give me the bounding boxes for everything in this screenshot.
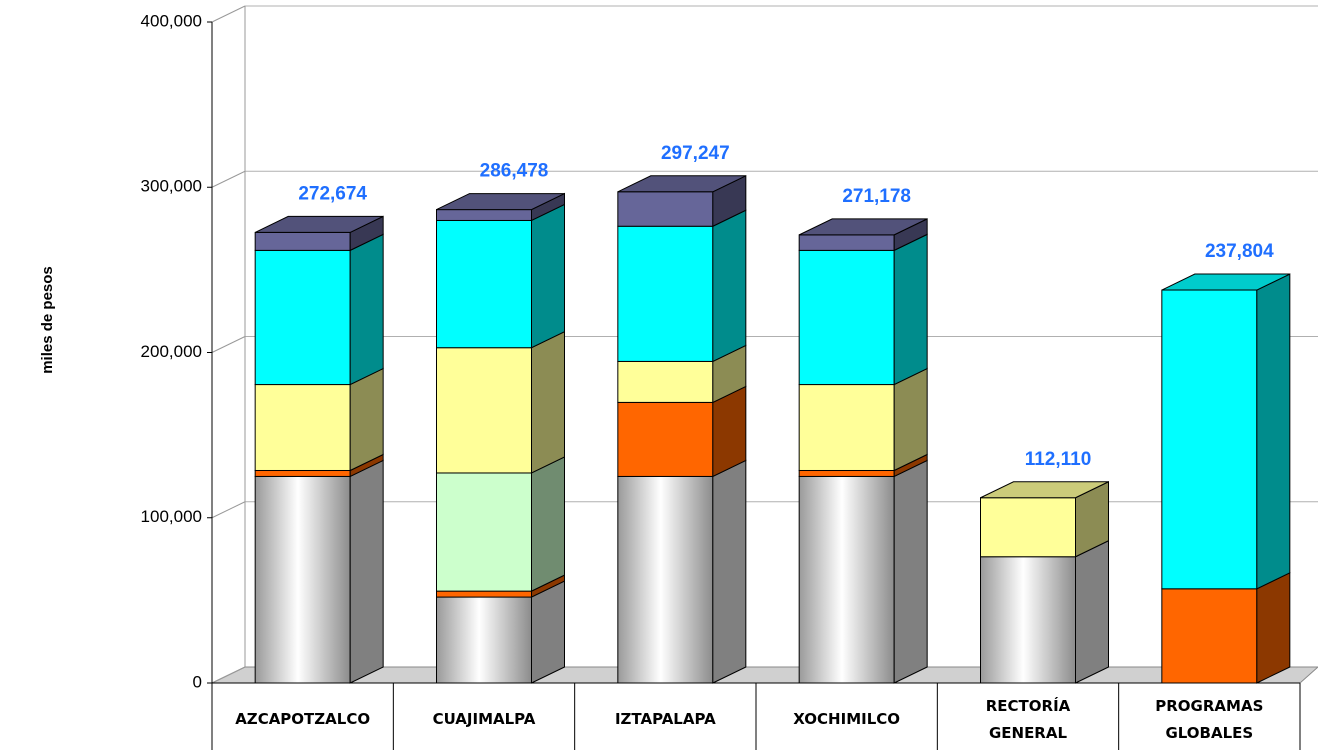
bar-segment [254, 469, 351, 477]
total-label: 297,247 [661, 143, 730, 164]
grid-depth-line [211, 666, 246, 684]
bar-segment [798, 249, 895, 386]
bar-side [531, 580, 565, 684]
bar-segment [980, 497, 1076, 558]
bar-segment [436, 219, 532, 349]
bar-side [349, 459, 384, 684]
bar-segment [436, 347, 532, 474]
grid-depth-line [211, 5, 246, 23]
bar-segment [436, 209, 532, 221]
bar-segment [254, 249, 351, 386]
bar-top [436, 193, 565, 211]
bar-side [712, 459, 747, 684]
total-label: 112,110 [1025, 449, 1092, 470]
bar-side [893, 459, 928, 684]
x-tick-label: XOCHIMILCO [793, 710, 901, 728]
grid-depth-line [211, 501, 246, 519]
x-tick-label: AZCAPOTZALCO [235, 710, 371, 728]
bar-side [712, 209, 747, 363]
bar-segment [254, 384, 351, 471]
bar-side [893, 233, 928, 386]
bar-side [531, 203, 565, 349]
bar-segment [980, 556, 1076, 684]
bar-segment [254, 231, 351, 251]
x-tick-label: RECTORÍA GENERAL [985, 696, 1071, 742]
y-tick-label: 100,000 [141, 507, 202, 526]
bar-segment [617, 191, 714, 227]
total-label: 237,804 [1205, 241, 1274, 262]
bar-side [349, 233, 384, 386]
bar-segment [617, 475, 714, 684]
bar-top [1161, 273, 1291, 291]
bar-segment [254, 475, 351, 684]
grid-depth-line [211, 170, 246, 188]
bar-segment [798, 384, 895, 471]
bar-top [617, 175, 747, 193]
bar-side [349, 367, 384, 472]
bar-segment [617, 401, 714, 477]
bar-top [798, 218, 928, 236]
bar-segment [1161, 289, 1258, 590]
bar-segment [436, 596, 532, 684]
grid-depth-line [211, 336, 246, 353]
bar-side [893, 367, 928, 472]
bar-side [1256, 572, 1291, 684]
bar-side [531, 330, 565, 474]
bar-top [980, 481, 1109, 499]
total-label: 286,478 [480, 161, 549, 182]
bar-side [531, 456, 565, 592]
bar-side [1075, 539, 1109, 684]
bar-segment [617, 225, 714, 362]
x-tick-label: IZTAPALAPA [614, 710, 716, 728]
bar-segment [798, 475, 895, 684]
y-axis-label: miles de pesos [39, 266, 56, 374]
total-label: 272,674 [298, 183, 367, 204]
total-label: 271,178 [842, 186, 911, 207]
bar-segment [617, 360, 714, 403]
bar-segment [436, 472, 532, 592]
bar-segment [798, 234, 895, 251]
y-tick-label: 200,000 [141, 342, 202, 361]
bar-segment [436, 590, 532, 598]
bar-segment [798, 469, 895, 477]
x-tick-label: PROGRAMAS GLOBALES [1155, 696, 1264, 742]
bar-top [254, 215, 384, 233]
bar-segment [1161, 588, 1258, 684]
y-tick-label: 400,000 [141, 11, 202, 30]
y-tick-label: 300,000 [141, 177, 202, 196]
x-tick-label: CUAJIMALPA [432, 710, 536, 728]
y-tick-label: 0 [193, 672, 202, 691]
bar-side [1256, 273, 1291, 590]
